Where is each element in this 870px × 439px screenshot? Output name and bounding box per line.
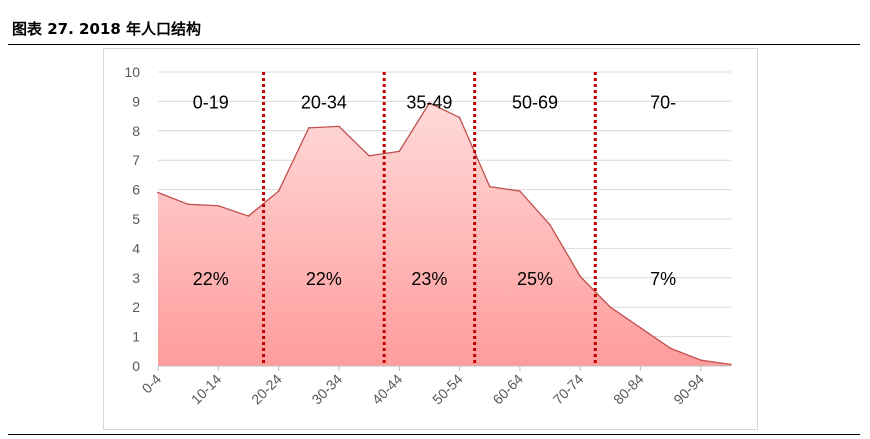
y-tick-label: 6 [132,182,140,198]
series-line [157,102,732,366]
region-labels: 0-19 22% 20-34 22% 35-49 23% 50-69 25% 70- 7% [193,92,676,288]
data-point-50-54 [458,116,461,119]
data-point-80-84 [639,326,642,329]
x-tick-label: 30-34 [308,371,345,408]
region-share-label: 7% [650,269,676,289]
x-tick-label: 80-84 [610,371,647,408]
data-point-90-94 [700,359,702,361]
x-tick-label: 90-94 [670,371,707,408]
x-tick-label: 60-64 [489,371,526,408]
y-tick-label: 9 [132,93,140,109]
area-fill [158,102,731,367]
x-tick-label: 0-4 [138,371,164,397]
y-tick-label: 4 [132,240,140,256]
y-tick-label: 1 [132,329,140,345]
y-tick-label: 2 [132,299,140,315]
y-tick-label: 7 [132,152,140,168]
data-point-40-44 [398,150,401,153]
region-share-label: 25% [517,269,553,289]
data-point-45-49 [428,102,431,104]
region-age-label: 20-34 [301,92,347,112]
area-series [157,102,732,367]
data-point-55-59 [488,185,491,188]
y-tick-label: 3 [132,270,140,286]
data-point-25-29 [307,127,310,129]
region-age-label: 70- [650,92,676,112]
figure-title: 图表 27. 2018 年人口结构 [12,20,201,38]
data-point-15-19 [247,215,250,217]
x-tick-label: 10-14 [188,371,225,408]
data-point-65-69 [549,224,551,226]
data-point-75-79 [609,306,612,309]
region-age-label: 0-19 [193,92,229,112]
region-share-label: 23% [411,269,447,289]
region-age-label: 35-49 [406,92,452,112]
data-point-0-4 [157,191,159,194]
region-age-label: 50-69 [512,92,558,112]
data-point-60-64 [519,190,521,192]
x-tick-label: 20-24 [248,371,285,408]
y-tick-label: 5 [132,211,140,227]
data-point-35-39 [368,154,370,157]
x-tick-label: 50-54 [429,371,466,408]
data-point-70-74 [579,275,582,278]
age-group-dividers [262,72,597,366]
y-tick-label: 8 [132,123,140,139]
chart-frame [103,48,758,430]
y-tick-label: 0 [132,358,140,374]
data-point-10-14 [217,204,220,207]
data-point-85-89 [669,347,672,350]
bottom-rule [8,434,860,435]
data-point-20-24 [277,190,280,192]
data-point-95-99 [730,363,732,366]
region-share-label: 22% [306,269,342,289]
x-tick-label: 40-44 [369,371,406,408]
x-tick-label: 70-74 [550,371,587,408]
data-point-30-34 [338,125,340,128]
top-rule [8,44,860,45]
y-tick-label: 10 [124,64,140,80]
region-share-label: 22% [193,269,229,289]
data-point-5-9 [187,203,189,206]
